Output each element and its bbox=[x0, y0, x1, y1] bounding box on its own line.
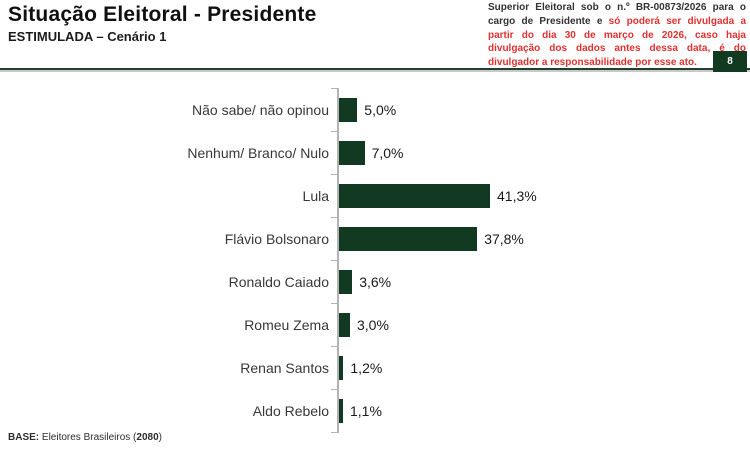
page-number-badge: 8 bbox=[713, 51, 747, 72]
disclaimer-registration-text: Superior Eleitoral sob o n.º BR-00873/20… bbox=[488, 2, 746, 27]
bar-area: 7,0% bbox=[331, 130, 750, 175]
chart-rows: Não sabe/ não opinou 5,0% Nenhum/ Branco/ … bbox=[0, 87, 750, 434]
bar-value-label: 3,6% bbox=[359, 273, 392, 290]
bar-area: 37,8% bbox=[331, 216, 750, 261]
bar-area: 5,0% bbox=[331, 87, 750, 132]
base-suffix: ) bbox=[158, 432, 162, 443]
legal-disclaimer: Superior Eleitoral sob o n.º BR-00873/20… bbox=[488, 1, 746, 70]
base-label: BASE: bbox=[8, 432, 40, 443]
horizontal-bar-chart: Não sabe/ não opinou 5,0% Nenhum/ Branco/ … bbox=[0, 87, 750, 434]
chart-row: Ronaldo Caiado 3,6% bbox=[0, 259, 750, 304]
category-label: Lula bbox=[302, 187, 329, 204]
bar-area: 41,3% bbox=[331, 173, 750, 218]
bar-area: 1,2% bbox=[331, 346, 750, 390]
page-subtitle: ESTIMULADA – Cenário 1 bbox=[8, 29, 167, 44]
category-label: Flávio Bolsonaro bbox=[224, 230, 329, 247]
bar-area: 3,0% bbox=[331, 302, 750, 347]
bar-area: 3,6% bbox=[331, 259, 750, 304]
chart-row: Romeu Zema 3,0% bbox=[0, 302, 750, 347]
bar-area: 1,1% bbox=[331, 389, 750, 434]
bar bbox=[339, 269, 353, 294]
chart-row: Lula 41,3% bbox=[0, 173, 750, 218]
bar bbox=[339, 226, 478, 251]
page-title: Situação Eleitoral - Presidente bbox=[8, 3, 317, 26]
category-label: Romeu Zema bbox=[244, 317, 329, 334]
bar-value-label: 41,3% bbox=[497, 187, 537, 204]
category-label: Não sabe/ não opinou bbox=[192, 101, 329, 118]
category-label: Ronaldo Caiado bbox=[228, 273, 329, 290]
chart-row: Não sabe/ não opinou 5,0% bbox=[0, 87, 750, 132]
sample-base-note: BASE: Eleitores Brasileiros (2080) bbox=[8, 432, 162, 443]
category-label: Aldo Rebelo bbox=[252, 403, 329, 420]
chart-row: Aldo Rebelo 1,1% bbox=[0, 389, 750, 434]
bar bbox=[339, 313, 350, 338]
chart-row: Renan Santos 1,2% bbox=[0, 346, 750, 390]
bar-value-label: 37,8% bbox=[484, 230, 524, 247]
chart-row: Flávio Bolsonaro 37,8% bbox=[0, 216, 750, 261]
chart-row: Nenhum/ Branco/ Nulo 7,0% bbox=[0, 130, 750, 175]
bar bbox=[339, 97, 358, 122]
bar bbox=[339, 356, 344, 381]
bar-value-label: 3,0% bbox=[357, 317, 389, 334]
category-label: Nenhum/ Branco/ Nulo bbox=[187, 144, 329, 161]
bar-value-label: 5,0% bbox=[364, 101, 397, 118]
category-label: Renan Santos bbox=[240, 360, 329, 377]
bar-value-label: 7,0% bbox=[371, 144, 404, 161]
bar bbox=[339, 183, 490, 208]
disclaimer-restriction-text: só poderá ser divulgada a partir do dia … bbox=[488, 15, 746, 69]
bar-value-label: 1,1% bbox=[350, 403, 382, 420]
header-divider bbox=[0, 68, 750, 70]
bar bbox=[339, 140, 365, 165]
base-text: Eleitores Brasileiros ( bbox=[39, 432, 137, 443]
bar bbox=[339, 399, 343, 424]
bar-value-label: 1,2% bbox=[350, 360, 383, 377]
base-sample-size: 2080 bbox=[136, 432, 159, 443]
